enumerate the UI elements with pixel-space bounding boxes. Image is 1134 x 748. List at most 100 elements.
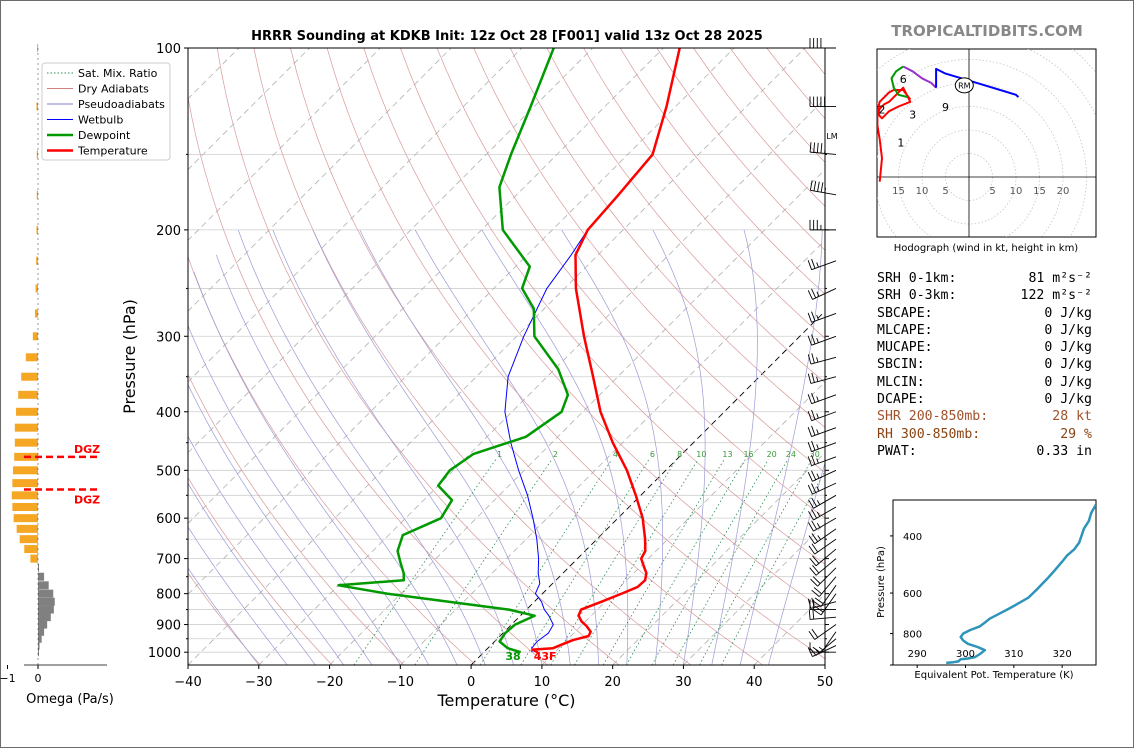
theta-e-x-title: Equivalent Pot. Temperature (K) <box>914 670 1073 681</box>
omega-bar <box>38 581 49 590</box>
x-axis-title: Temperature (°C) <box>436 691 575 710</box>
wind-barb <box>808 624 837 640</box>
surface-dewpoint-label: 38 <box>505 650 520 663</box>
wind-barb-flag <box>807 312 812 323</box>
wind-barb-flag <box>812 609 815 620</box>
pseudoadiabat <box>652 229 706 665</box>
wind-barb-flag <box>813 181 817 192</box>
dry-adiabat <box>188 95 548 665</box>
wind-barb-staff <box>814 624 837 640</box>
legend-label: Temperature <box>77 145 148 158</box>
mixing-ratio-line <box>353 459 497 665</box>
hodograph-height-label: 3 <box>909 108 916 121</box>
theta-e-line <box>946 503 1096 665</box>
wind-barb-flag <box>809 647 817 656</box>
hodograph-ring-label: 5 <box>989 186 995 197</box>
omega-bar <box>24 545 38 554</box>
hodograph-ring-label: 15 <box>892 186 905 197</box>
wind-barb-flag <box>807 427 812 437</box>
wind-barb-staff <box>813 517 837 532</box>
x-tick-label: 20 <box>604 675 621 690</box>
omega-bar <box>30 554 38 563</box>
stat-value: 0.33 in <box>1036 443 1092 459</box>
mixing-ratio-line <box>574 459 699 665</box>
wind-barb <box>807 288 837 300</box>
wind-barb-flag <box>807 472 813 482</box>
isotherm-line <box>188 48 806 665</box>
wind-barb-flag <box>811 392 816 403</box>
temperature-line <box>531 48 681 654</box>
wind-barb-half-flag <box>817 535 822 540</box>
x-tick-label: −20 <box>316 675 343 690</box>
omega-bar <box>16 407 38 416</box>
wind-barb-staff <box>820 593 837 616</box>
wind-barb-flag <box>811 628 819 638</box>
omega-bar <box>32 332 38 341</box>
y-axis-title: Pressure (hPa) <box>120 299 139 414</box>
wind-barb-staff <box>814 528 837 545</box>
wind-barb-staff <box>810 356 837 365</box>
omega-bar <box>38 589 54 598</box>
stat-value: 0 J/kg <box>1044 305 1092 321</box>
pseudoadiabat <box>711 229 758 665</box>
mixing-ratio-line <box>651 459 769 665</box>
theta-e-x-tick-label: 310 <box>1004 649 1023 660</box>
chart-title: HRRR Sounding at KDKB Init: 12z Oct 28 [… <box>251 29 763 44</box>
wind-barb <box>807 409 837 422</box>
wind-barb-staff <box>810 616 837 620</box>
hodograph-height-label: 6 <box>900 73 907 86</box>
omega-bar <box>12 502 38 511</box>
zero-isotherm <box>470 310 825 665</box>
omega-bar <box>35 284 38 293</box>
wind-barb-flag <box>820 143 823 154</box>
wind-barb-flag <box>811 311 816 322</box>
theta-e-y-tick-label: 400 <box>903 532 922 543</box>
dry-adiabat <box>188 572 261 665</box>
wind-barb-flag <box>811 334 816 345</box>
hodograph-ring-label: 20 <box>1057 186 1070 197</box>
dry-adiabat <box>546 48 825 384</box>
wind-barb <box>809 219 836 231</box>
mixing-ratio-line <box>550 459 677 665</box>
wind-barb-staff <box>820 585 837 607</box>
wind-barb <box>808 506 837 521</box>
wind-barb <box>809 548 837 567</box>
hodograph-height-label: 1 <box>897 136 904 149</box>
wind-barb-flag <box>809 557 817 567</box>
wind-barb-staff <box>818 576 837 597</box>
wind-barb-staff <box>811 260 837 271</box>
x-tick-label: 50 <box>817 675 834 690</box>
wind-barb <box>807 353 837 365</box>
sounding-stats: SRH 0-1km: 81 m²s⁻² SRH 0-3km: 122 m²s⁻² SBC… <box>877 270 1092 460</box>
stat-row: SBCIN: 0 J/kg <box>877 356 1092 373</box>
stat-row: RH 300-850mb: 29 % <box>877 426 1092 443</box>
stat-value: 0 J/kg <box>1044 374 1092 390</box>
mixing-ratio-label: 24 <box>786 450 796 459</box>
wind-barb-flag <box>811 497 818 507</box>
wind-barb-half-flag <box>816 337 819 343</box>
wind-barb-flag <box>807 484 813 495</box>
x-tick-label: 30 <box>675 675 692 690</box>
stat-row: MLCAPE: 0 J/kg <box>877 322 1092 339</box>
theta-e-x-tick-label: 290 <box>908 649 927 660</box>
wind-barb <box>807 311 837 323</box>
wind-barb-half-flag <box>816 396 819 402</box>
dry-adiabat <box>473 48 825 473</box>
wind-barb <box>809 642 836 653</box>
wind-barb-staff <box>810 601 837 609</box>
wind-barb-flag <box>811 409 816 420</box>
stat-label: SHR 200-850mb: <box>877 409 989 425</box>
hodograph-trace <box>890 65 909 99</box>
theta-e-x-tick-label: 300 <box>956 649 975 660</box>
mixing-ratio-label: 13 <box>722 450 732 459</box>
omega-bar <box>38 641 40 650</box>
pseudoadiabat <box>561 229 664 665</box>
wind-barb-half-flag <box>816 486 820 492</box>
mixing-ratio-label: 6 <box>650 450 655 459</box>
wind-barb-staff <box>817 567 837 587</box>
wind-barb-flag <box>811 454 816 465</box>
wind-barb-half-flag <box>816 511 821 517</box>
dry-adiabat <box>290 48 763 665</box>
wind-barb <box>808 517 837 532</box>
omega-bar <box>36 225 38 234</box>
